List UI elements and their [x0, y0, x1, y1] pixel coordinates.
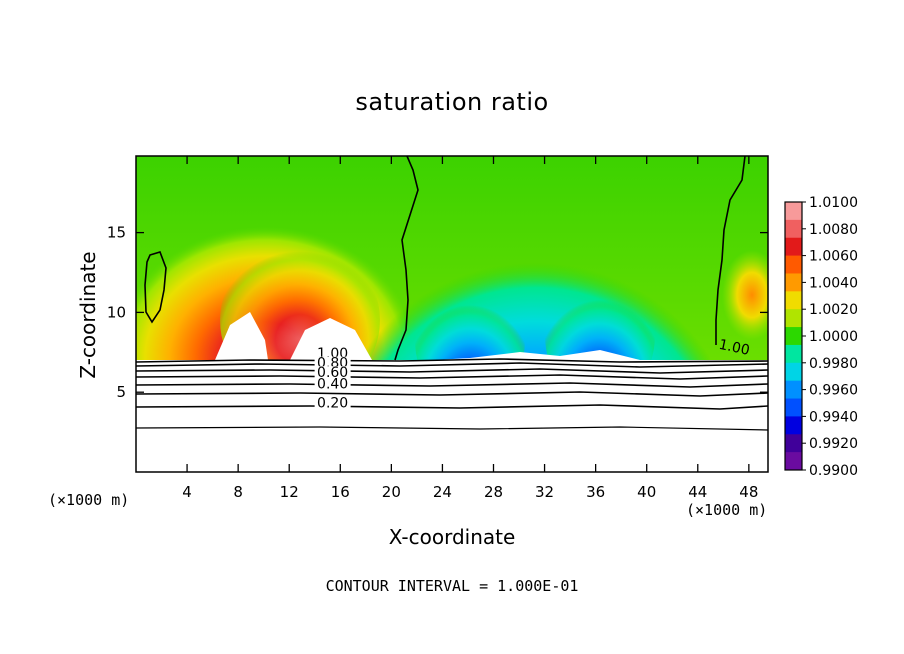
- colorbar-swatch: [785, 237, 802, 257]
- colorbar-label: 0.9980: [809, 356, 858, 372]
- colorbar-swatch: [785, 452, 802, 471]
- x-unit-label-left: (×1000 m): [48, 491, 130, 509]
- contour-label-layer: 1.000.800.600.400.201.00: [314, 337, 751, 412]
- x-tick-label: 36: [586, 483, 605, 501]
- colorbar-label: 1.0000: [809, 329, 858, 345]
- colorbar-swatch: [785, 219, 802, 239]
- contour-label-bg: [314, 396, 351, 410]
- x-tick-label: 4: [182, 483, 192, 501]
- x-tick-label: 28: [484, 483, 503, 501]
- x-tick-label: 32: [535, 483, 554, 501]
- x-tick-label: 24: [433, 483, 452, 501]
- chart-title: saturation ratio: [355, 88, 549, 116]
- colorbar-swatch: [785, 327, 802, 346]
- colorbar-swatch: [785, 255, 802, 274]
- y-axis-label: Z-coordinate: [76, 251, 100, 379]
- colorbar-label: 0.9940: [809, 409, 858, 425]
- x-tick-label: 20: [382, 483, 401, 501]
- colorbar-label: 0.9920: [809, 436, 858, 452]
- plot-frame: [135, 155, 769, 473]
- y-axis-ticks: 5 10 15: [107, 224, 768, 401]
- contour-label: 0.60: [317, 365, 348, 381]
- colorbar-swatch: [785, 398, 802, 417]
- colorbar-label: 0.9900: [809, 463, 858, 479]
- colorbar-label: 1.0080: [809, 222, 858, 238]
- contour-label: 1.00: [717, 337, 751, 359]
- y-tick-label: 15: [107, 224, 126, 242]
- colorbar-label: 1.0040: [809, 275, 858, 291]
- x-axis-ticks: 4 8 12 16 20 24 28 32 36 40 44 48: [182, 156, 758, 501]
- x-axis-label: X-coordinate: [388, 525, 516, 549]
- colorbar-swatch: [785, 291, 802, 310]
- contour-label-bg: [314, 377, 351, 391]
- x-tick-label: 48: [739, 483, 758, 501]
- contour-label: 0.20: [317, 396, 348, 412]
- contour-label: 0.40: [317, 376, 348, 392]
- colorbar-swatch: [785, 344, 802, 364]
- colorbar-label: 0.9960: [809, 383, 858, 399]
- colorbar-swatch: [785, 416, 802, 435]
- colorbar-label: 1.0020: [809, 302, 858, 318]
- x-tick-label: 8: [233, 483, 243, 501]
- colorbar-swatch: [785, 362, 802, 382]
- x-tick-label: 44: [688, 483, 707, 501]
- colorbar: 1.0100 1.0080 1.0060 1.0040 1.0020 1.0000 0.99…: [784, 195, 858, 479]
- colorbar-swatch: [785, 202, 802, 221]
- heatmap-field: [136, 156, 768, 472]
- colorbar-swatch: [785, 309, 802, 328]
- contour-label-bg: [314, 366, 351, 380]
- x-unit-label-right: (×1000 m): [686, 501, 768, 519]
- contour-lines: [136, 156, 768, 431]
- colorbar-label: 1.0060: [809, 249, 858, 265]
- colorbar-label: 1.0100: [809, 195, 858, 211]
- colorbar-swatch: [785, 380, 802, 400]
- y-tick-label: 10: [107, 303, 126, 321]
- y-tick-label: 5: [116, 383, 126, 401]
- x-tick-label: 12: [280, 483, 299, 501]
- colorbar-swatch: [785, 434, 802, 453]
- colorbar-swatch: [785, 273, 802, 292]
- contour-interval-note: CONTOUR INTERVAL = 1.000E-01: [325, 577, 579, 595]
- x-tick-label: 40: [637, 483, 656, 501]
- x-tick-label: 16: [331, 483, 350, 501]
